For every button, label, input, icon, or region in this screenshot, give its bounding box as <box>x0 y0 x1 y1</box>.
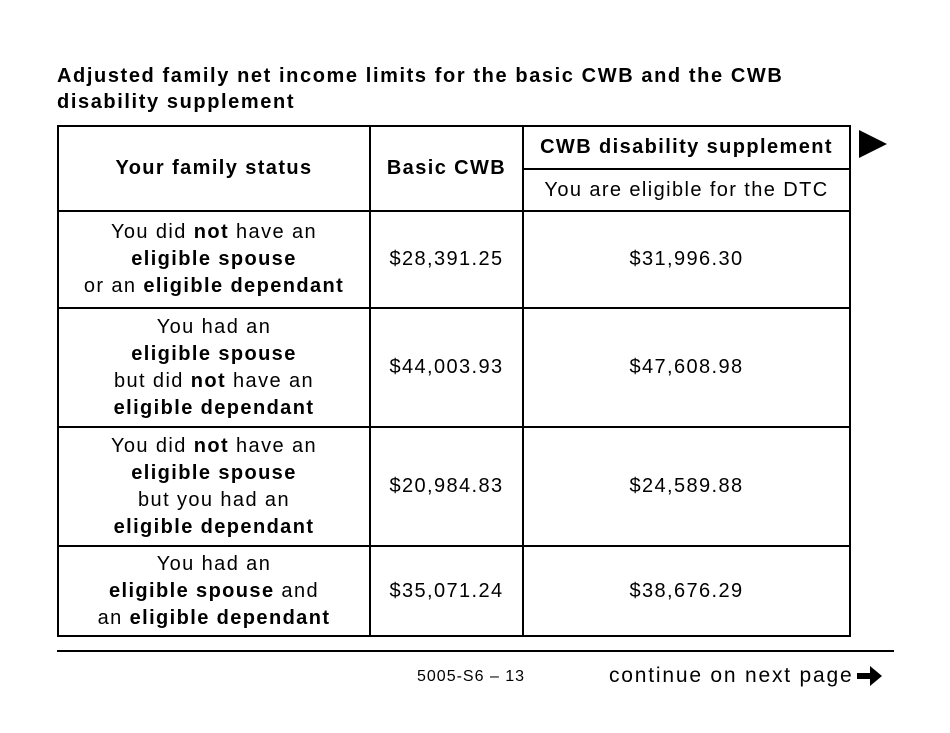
status-line: eligible spouse <box>59 460 369 487</box>
basic-limit-cell: $44,003.93 <box>369 307 524 428</box>
status-text: have an <box>229 221 317 243</box>
status-line: an eligible dependant <box>59 605 369 632</box>
header-basic-cwb: Basic CWB <box>369 125 524 212</box>
basic-limit-cell: $20,984.83 <box>369 426 524 547</box>
emphasis-text: eligible dependant <box>113 515 315 538</box>
status-text: You did <box>111 221 194 243</box>
page-title: Adjusted family net income limits for th… <box>57 65 784 113</box>
status-line: eligible spouse <box>59 246 369 273</box>
status-line: eligible spouse and <box>59 578 369 605</box>
emphasis-text: eligible dependant <box>113 396 315 419</box>
status-text: have an <box>226 369 315 392</box>
status-text: an <box>97 606 130 629</box>
table-row: You did not have an eligible spouse but yo… <box>57 426 851 547</box>
family-status-cell: You had an eligible spouse but did not hav… <box>57 307 371 428</box>
status-text: You had an <box>156 315 272 338</box>
arrow-right-icon <box>857 666 883 686</box>
status-text: but you had an <box>138 488 290 511</box>
basic-limit-cell: $35,071.24 <box>369 545 524 637</box>
supplement-limit-cell: $38,676.29 <box>522 545 851 637</box>
family-status-cell: You did not have an eligible spouse or an … <box>57 210 371 309</box>
status-line: eligible dependant <box>59 514 369 541</box>
divider <box>57 650 894 652</box>
status-line: You did not have an <box>59 433 369 460</box>
continue-next-page: continue on next page <box>609 664 883 688</box>
supplement-limit-cell: $24,589.88 <box>522 426 851 547</box>
supplement-limit-cell: $47,608.98 <box>522 307 851 428</box>
status-line: but you had an <box>59 487 369 514</box>
form-page-code: 5005-S6 – 13 <box>417 668 526 685</box>
emphasis-text: eligible dependant <box>143 275 345 297</box>
status-line: You had an <box>59 314 369 341</box>
header-disability-supplement: CWB disability supplement <box>522 125 851 170</box>
status-line: You did not have an <box>59 219 369 246</box>
table-row: You had an eligible spouse and an eligible… <box>57 545 851 637</box>
status-text: and <box>274 579 319 602</box>
header-family-status: Your family status <box>57 125 371 212</box>
status-text: You did <box>111 434 194 457</box>
income-limits-table: Your family status Basic CWB CWB disabil… <box>57 125 851 637</box>
status-line: or an eligible dependant <box>59 273 369 300</box>
emphasis-text: not <box>190 369 227 392</box>
status-line: eligible dependant <box>59 395 369 422</box>
status-line: eligible spouse <box>59 341 369 368</box>
family-status-cell: You did not have an eligible spouse but yo… <box>57 426 371 547</box>
emphasis-text: eligible spouse <box>108 579 275 602</box>
status-line: but did not have an <box>59 368 369 395</box>
table-row: You had an eligible spouse but did not hav… <box>57 307 851 428</box>
basic-limit-cell: $28,391.25 <box>369 210 524 309</box>
family-status-cell: You had an eligible spouse and an eligible… <box>57 545 371 637</box>
emphasis-text: eligible spouse <box>131 342 297 365</box>
emphasis-text: eligible dependant <box>129 606 331 629</box>
header-dtc-eligible: You are eligible for the DTC <box>522 168 851 212</box>
triangle-right-icon <box>859 130 887 158</box>
emphasis-text: eligible spouse <box>131 461 297 484</box>
status-text: You had an <box>156 552 272 575</box>
supplement-limit-cell: $31,996.30 <box>522 210 851 309</box>
status-line: You had an <box>59 551 369 578</box>
emphasis-text: not <box>193 221 230 243</box>
continue-label: continue on next page <box>609 664 854 687</box>
emphasis-text: eligible spouse <box>131 248 297 270</box>
status-text: or an <box>83 275 144 297</box>
status-text: but did <box>113 369 191 392</box>
emphasis-text: not <box>193 434 230 457</box>
status-text: have an <box>229 434 317 457</box>
table-row: You did not have an eligible spouse or an … <box>57 210 851 309</box>
